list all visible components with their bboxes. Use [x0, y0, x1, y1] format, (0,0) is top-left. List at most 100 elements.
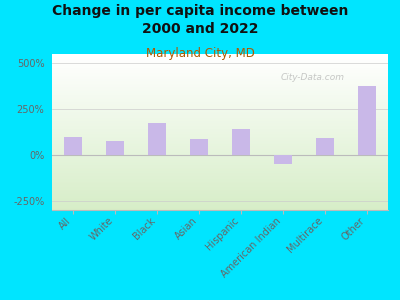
Bar: [52, 193, 388, 194]
Bar: [52, 205, 388, 207]
Bar: [52, 172, 388, 174]
Bar: [52, 143, 388, 145]
Bar: [52, 124, 388, 126]
Bar: [52, 188, 388, 190]
Bar: [52, 109, 388, 110]
Bar: [52, 107, 388, 109]
Bar: [52, 190, 388, 191]
Bar: [52, 182, 388, 184]
Bar: [52, 110, 388, 112]
Bar: [52, 174, 388, 176]
Bar: [52, 135, 388, 137]
Bar: [52, 85, 388, 87]
Bar: [52, 130, 388, 132]
Bar: [52, 99, 388, 101]
Bar: [52, 204, 388, 205]
Bar: [52, 129, 388, 130]
Bar: [52, 67, 388, 68]
Bar: [52, 208, 388, 210]
Bar: [52, 101, 388, 102]
Bar: [52, 137, 388, 138]
Bar: [52, 94, 388, 96]
Bar: [52, 171, 388, 172]
Bar: [52, 93, 388, 94]
Text: City-Data.com: City-Data.com: [280, 73, 344, 82]
Bar: [52, 113, 388, 115]
Bar: [52, 180, 388, 182]
Bar: [52, 194, 388, 196]
Bar: [52, 201, 388, 202]
Bar: [52, 177, 388, 179]
Bar: [52, 151, 388, 152]
Bar: [52, 98, 388, 99]
Bar: [52, 106, 388, 107]
Bar: [232, 129, 250, 155]
Bar: [52, 119, 388, 121]
Bar: [52, 126, 388, 127]
Bar: [52, 155, 388, 157]
Bar: [52, 149, 388, 151]
Bar: [52, 77, 388, 79]
Bar: [52, 104, 388, 106]
Bar: [52, 96, 388, 98]
Bar: [52, 184, 388, 185]
Bar: [52, 146, 388, 148]
Text: Change in per capita income between
2000 and 2022: Change in per capita income between 2000…: [52, 4, 348, 36]
Bar: [52, 134, 388, 135]
Bar: [52, 123, 388, 124]
Bar: [52, 54, 388, 56]
Bar: [52, 90, 388, 92]
Bar: [52, 165, 388, 166]
Bar: [52, 68, 388, 70]
Bar: [52, 160, 388, 162]
Bar: [52, 157, 388, 158]
Bar: [52, 73, 388, 74]
Bar: [52, 92, 388, 93]
Bar: [52, 162, 388, 163]
Bar: [52, 141, 388, 143]
Bar: [52, 79, 388, 80]
Bar: [52, 65, 388, 67]
Bar: [52, 163, 388, 165]
Bar: [190, 139, 208, 155]
Bar: [52, 115, 388, 116]
Bar: [52, 70, 388, 71]
Bar: [52, 87, 388, 88]
Bar: [52, 197, 388, 199]
Bar: [52, 176, 388, 177]
Bar: [52, 116, 388, 118]
Bar: [52, 145, 388, 146]
Bar: [52, 56, 388, 57]
Bar: [358, 86, 376, 155]
Bar: [52, 140, 388, 141]
Text: Maryland City, MD: Maryland City, MD: [146, 46, 254, 59]
Bar: [52, 88, 388, 90]
Bar: [52, 112, 388, 113]
Bar: [52, 148, 388, 149]
Bar: [52, 138, 388, 140]
Bar: [52, 118, 388, 119]
Bar: [52, 57, 388, 59]
Bar: [52, 80, 388, 82]
Bar: [52, 185, 388, 187]
Bar: [52, 168, 388, 170]
Bar: [52, 179, 388, 180]
Bar: [52, 71, 388, 73]
Bar: [274, 155, 292, 164]
Bar: [52, 121, 388, 123]
Bar: [52, 207, 388, 208]
Bar: [52, 60, 388, 62]
Bar: [52, 199, 388, 201]
Bar: [52, 102, 388, 104]
Bar: [52, 191, 388, 193]
Bar: [52, 202, 388, 204]
Bar: [52, 59, 388, 60]
Bar: [52, 82, 388, 84]
Bar: [52, 84, 388, 85]
Bar: [52, 169, 388, 171]
Bar: [52, 196, 388, 197]
Bar: [106, 141, 124, 155]
Bar: [52, 76, 388, 77]
Bar: [52, 166, 388, 168]
Bar: [148, 123, 166, 155]
